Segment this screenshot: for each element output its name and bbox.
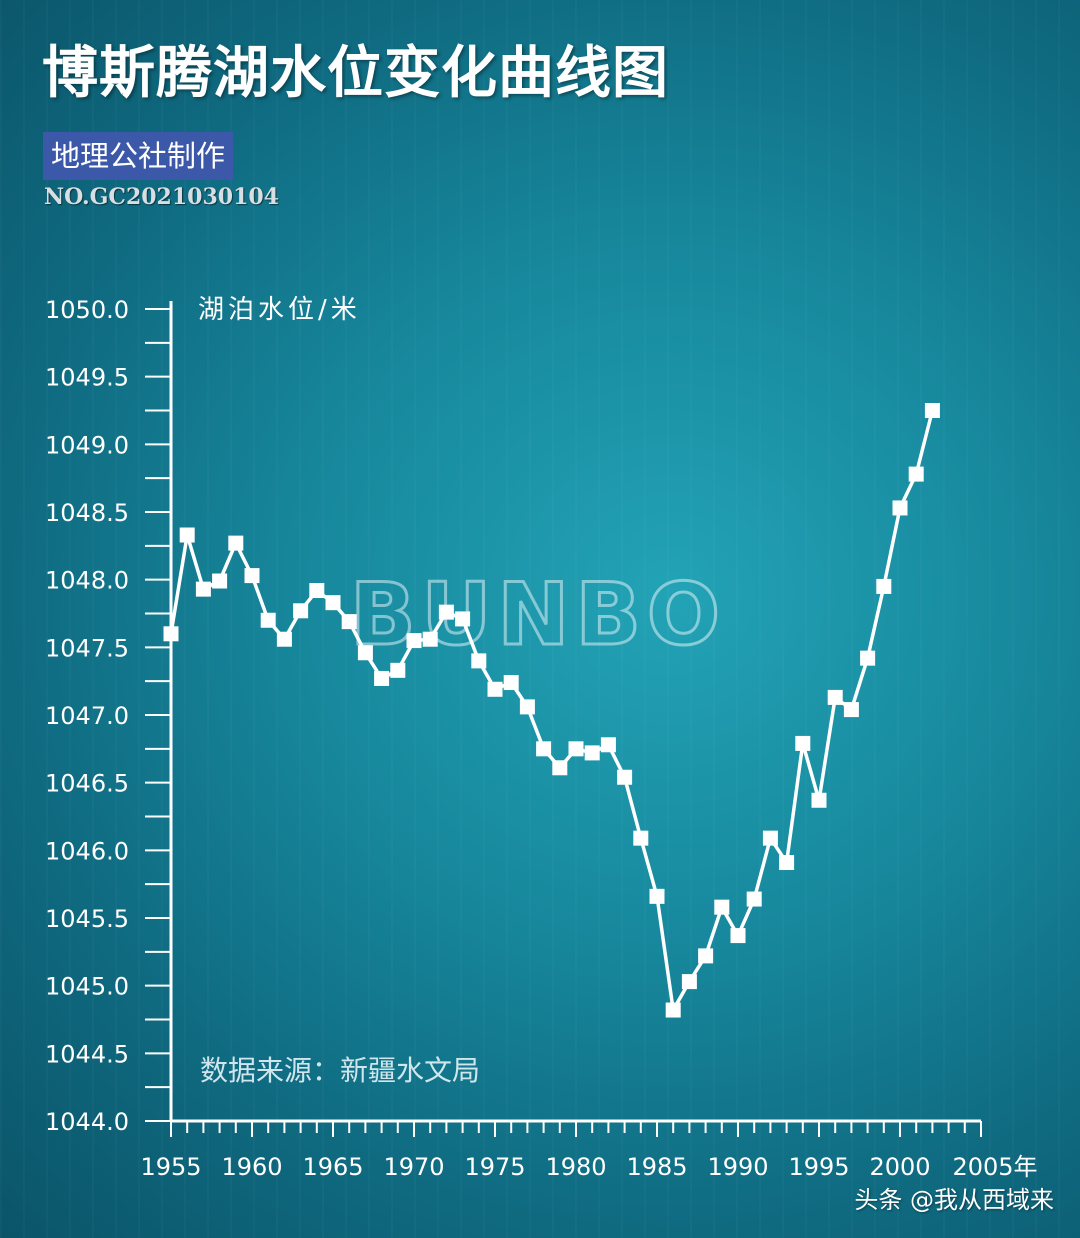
data-point (536, 741, 552, 757)
data-point (552, 760, 568, 776)
data-point (600, 737, 616, 753)
data-point (892, 500, 908, 516)
data-point (860, 650, 876, 666)
data-point (714, 899, 730, 915)
y-tick-label: 1045.0 (45, 973, 129, 1001)
data-point (406, 633, 422, 649)
data-point (357, 645, 373, 661)
data-point (795, 735, 811, 751)
y-axis-title: 湖泊水位/米 (198, 295, 361, 325)
data-point (455, 611, 471, 627)
data-point (519, 699, 535, 715)
data-point (649, 888, 665, 904)
data-point (827, 689, 843, 705)
data-point (471, 653, 487, 669)
data-point (228, 535, 244, 551)
data-point (762, 830, 778, 846)
data-point (730, 928, 746, 944)
data-point (908, 466, 924, 482)
serial-number: NO.GC2021030104 (44, 184, 280, 210)
data-point (260, 612, 276, 628)
data-point (568, 741, 584, 757)
data-point (309, 582, 325, 598)
chart-axes: 1044.0 1044.5 1045.0 1045.5 1046.0 1046.5 1047… (45, 296, 1038, 1181)
data-point (876, 578, 892, 594)
data-point (665, 1002, 681, 1018)
data-point (244, 568, 260, 584)
data-point (681, 974, 697, 990)
data-point (843, 702, 859, 718)
data-point (924, 403, 940, 418)
y-tick-label: 1044.0 (45, 1108, 129, 1136)
publisher-badge: 地理公社制作 (43, 132, 234, 180)
data-point (163, 626, 179, 642)
data-point (487, 681, 503, 697)
data-point (633, 830, 649, 846)
page-title: 博斯腾湖水位变化曲线图 (42, 40, 669, 106)
watermark: BUNBO (350, 565, 726, 665)
data-point (195, 581, 211, 597)
data-point (746, 891, 762, 907)
y-tick-label: 1049.5 (45, 364, 129, 392)
x-tick-label: 1980 (545, 1153, 606, 1181)
series-water-level (163, 403, 940, 1018)
data-point (374, 670, 390, 686)
x-tick-label: 1985 (626, 1153, 687, 1181)
y-tick-label: 1048.0 (45, 567, 129, 595)
data-point (325, 595, 341, 611)
data-point (212, 573, 228, 589)
footer-credit: 头条 @我从西域来 (854, 1186, 1054, 1214)
y-tick-label: 1046.5 (45, 770, 129, 798)
y-tick-label: 1045.5 (45, 905, 129, 933)
y-tick-label: 1044.5 (45, 1040, 129, 1068)
x-tick-label: 1990 (707, 1153, 768, 1181)
x-tick-label: 1955 (140, 1153, 201, 1181)
data-point (390, 662, 406, 678)
x-tick-label: 1960 (221, 1153, 282, 1181)
x-tick-label: 2000 (869, 1153, 930, 1181)
data-point (276, 631, 292, 647)
x-tick-label: 2005年 (952, 1153, 1037, 1181)
data-point (438, 604, 454, 620)
data-point (179, 527, 195, 543)
data-point (422, 631, 438, 647)
water-level-line (169, 410, 935, 1012)
y-tick-label: 1050.0 (45, 296, 129, 324)
data-point (617, 769, 633, 785)
x-tick-label: 1995 (788, 1153, 849, 1181)
x-tick-label: 1965 (302, 1153, 363, 1181)
data-point (584, 745, 600, 761)
y-tick-label: 1047.5 (45, 634, 129, 662)
y-tick-label: 1046.0 (45, 837, 129, 865)
x-tick-label: 1975 (464, 1153, 525, 1181)
y-tick-label: 1049.0 (45, 431, 129, 459)
x-tick-label: 1970 (383, 1153, 444, 1181)
source-note: 数据来源：新疆水文局 (200, 1054, 480, 1087)
data-point (811, 792, 827, 808)
data-point (293, 603, 309, 619)
data-point (779, 855, 795, 871)
data-point (341, 614, 357, 630)
data-point (503, 675, 519, 691)
y-tick-label: 1048.5 (45, 499, 129, 527)
data-point (698, 948, 714, 964)
y-tick-label: 1047.0 (45, 702, 129, 730)
